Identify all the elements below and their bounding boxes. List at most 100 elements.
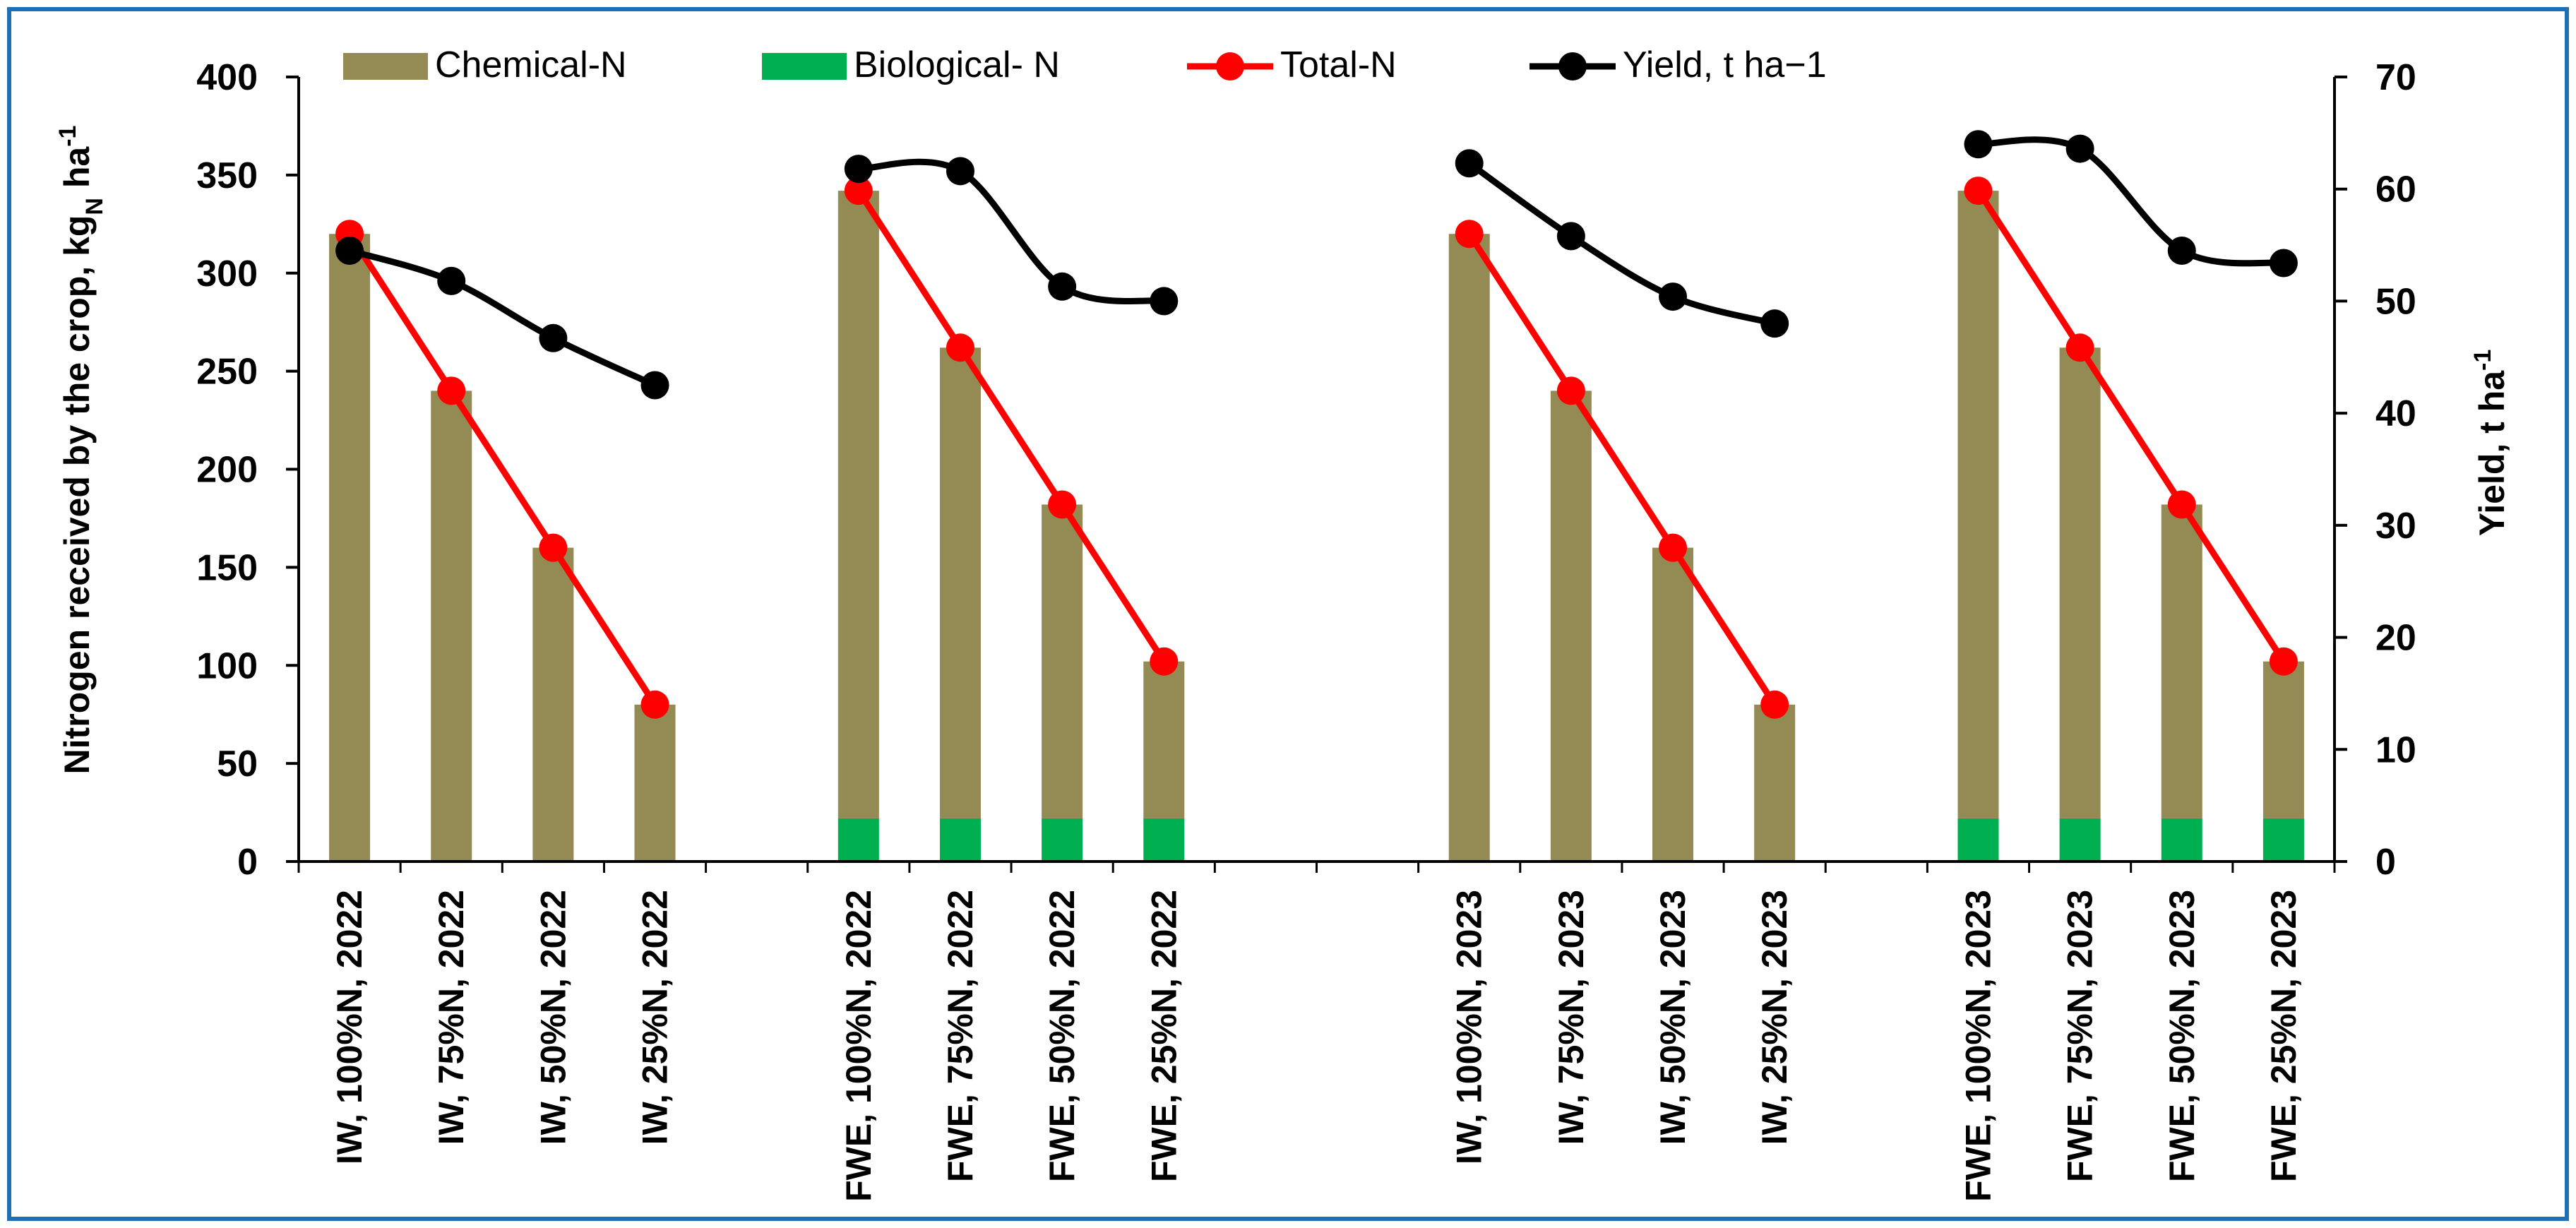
- yield-point: [2269, 249, 2298, 278]
- y2-tick-label: 10: [2375, 729, 2416, 770]
- yield-point: [335, 237, 364, 266]
- y-axis-title-sub: N: [81, 198, 108, 215]
- y2-tick-label: 70: [2375, 57, 2416, 98]
- yield-point: [1150, 287, 1179, 316]
- bar-chemical-n: [329, 234, 371, 862]
- legend: Chemical-N Biological- N Total-N Yield, t h…: [343, 44, 1827, 85]
- yield-point: [437, 266, 466, 295]
- yield-line: [1978, 136, 2284, 267]
- y2-tick-label: 30: [2375, 506, 2416, 547]
- y-tick-label: 100: [196, 645, 258, 686]
- bar-chemical-n: [837, 191, 879, 818]
- yield-point: [1760, 309, 1789, 338]
- x-tick-label: IW, 25%N, 2023: [1755, 890, 1794, 1145]
- y-tick-label: 200: [196, 450, 258, 491]
- x-tick-label: IW, 75%N, 2023: [1551, 890, 1591, 1145]
- x-tick-label: FWE, 75%N, 2023: [2061, 890, 2100, 1182]
- bar-chemical-n: [1652, 547, 1694, 862]
- legend-marker-total-n: [1216, 52, 1244, 81]
- y2-tick-label: 0: [2375, 842, 2396, 883]
- bar-chemical-n: [532, 547, 574, 862]
- total-n-point: [1556, 376, 1585, 405]
- yield-point: [1455, 149, 1484, 178]
- total-n-line: [1466, 232, 1777, 707]
- bar-chemical-n: [1957, 191, 1999, 818]
- total-n-point: [1659, 533, 1688, 562]
- bar-chemical-n: [634, 704, 676, 862]
- yield-point: [1659, 282, 1688, 311]
- y-axis-title-sup: -1: [54, 126, 81, 147]
- x-tick-label: FWE, 75%N, 2022: [941, 890, 980, 1182]
- x-tick-label: IW, 100%N, 2022: [330, 890, 369, 1164]
- bar-chemical-n: [2161, 504, 2202, 818]
- total-n-point: [640, 690, 669, 719]
- bar-biological-n: [939, 818, 981, 862]
- total-n-point: [946, 333, 974, 362]
- y2-tick-label: 50: [2375, 281, 2416, 322]
- bar-chemical-n: [2059, 347, 2101, 818]
- x-tick-label: FWE, 25%N, 2023: [2264, 890, 2303, 1182]
- x-tick-label: IW, 25%N, 2022: [636, 890, 675, 1145]
- yield-point: [844, 155, 873, 184]
- legend-label-biological-n: Biological- N: [854, 44, 1060, 85]
- y-axis-title-tail: ha: [57, 146, 97, 198]
- bar-chemical-n: [2262, 661, 2304, 818]
- bar-biological-n: [1042, 818, 1083, 862]
- chart-frame: 0 50 100 150 200 250 300 350 400 0 10 20 30 40 50 60 70 I…: [7, 7, 2569, 1221]
- bar-biological-n: [1143, 818, 1185, 862]
- bar-chemical-n: [939, 347, 981, 818]
- yield-point: [539, 323, 568, 352]
- bar-chemical-n: [1448, 234, 1490, 862]
- y-tick-label: 250: [196, 352, 258, 393]
- y-tick-label: 350: [196, 155, 258, 196]
- y2-axis-title-main: Yield, t ha: [2472, 370, 2512, 536]
- x-tick-label: FWE, 25%N, 2022: [1144, 890, 1183, 1182]
- y-tick-label: 150: [196, 547, 258, 588]
- bars-layer: [329, 191, 2304, 862]
- y2-axis-title-sup: -1: [2469, 350, 2496, 371]
- total-n-point: [1760, 690, 1789, 719]
- bar-biological-n: [2161, 818, 2202, 862]
- legend-marker-yield-t-ha-1: [1558, 52, 1587, 81]
- x-tick-label: FWE, 50%N, 2023: [2162, 890, 2202, 1182]
- yield-line: [858, 158, 1164, 304]
- yield-point: [2065, 134, 2094, 163]
- total-n-point: [539, 533, 568, 562]
- bar-chemical-n: [1143, 661, 1185, 818]
- y2-axis-title: Yield, t ha-1: [2469, 350, 2512, 537]
- yield-point: [640, 371, 669, 400]
- yield-point: [1048, 272, 1077, 301]
- lines-layer: [335, 130, 2298, 719]
- x-tick-label: FWE, 100%N, 2023: [1958, 890, 1998, 1202]
- y-tick-label: 300: [196, 254, 258, 294]
- total-n-point: [2167, 490, 2196, 519]
- total-n-line: [856, 189, 1167, 664]
- x-tick-label: IW, 100%N, 2023: [1450, 890, 1489, 1164]
- y2-tick-label: 40: [2375, 393, 2416, 434]
- total-n-point: [1150, 647, 1179, 676]
- x-tick-label: FWE, 100%N, 2022: [839, 890, 878, 1202]
- total-n-point: [1964, 177, 1993, 205]
- bar-biological-n: [837, 818, 879, 862]
- bar-chemical-n: [1042, 504, 1083, 818]
- total-n-point: [844, 177, 873, 205]
- y-tick-label: 400: [196, 57, 258, 98]
- yield-line: [1467, 160, 1776, 327]
- total-n-point: [1455, 220, 1484, 249]
- x-tick-label: IW, 50%N, 2022: [533, 890, 573, 1145]
- x-tick-label: IW, 50%N, 2023: [1653, 890, 1693, 1145]
- axes-layer: 0 50 100 150 200 250 300 350 400 0 10 20 30 40 50 60 70 I…: [196, 57, 2416, 1202]
- x-tick-label: IW, 75%N, 2022: [431, 890, 471, 1145]
- legend-swatch-biological-n: [762, 53, 847, 80]
- bar-biological-n: [1957, 818, 1999, 862]
- legend-swatch-chemical-n: [343, 53, 428, 80]
- total-n-point: [2269, 647, 2298, 676]
- y-tick-label: 0: [237, 842, 258, 883]
- chart: 0 50 100 150 200 250 300 350 400 0 10 20 30 40 50 60 70 I…: [54, 44, 2512, 1202]
- x-tick-label: FWE, 50%N, 2022: [1042, 890, 1082, 1182]
- y-tick-label: 50: [217, 744, 258, 785]
- total-n-line: [347, 232, 658, 707]
- total-n-point: [1048, 490, 1077, 519]
- legend-label-chemical-n: Chemical-N: [435, 44, 627, 85]
- y-axis-title-main: Nitrogen received by the crop, kg: [57, 215, 97, 775]
